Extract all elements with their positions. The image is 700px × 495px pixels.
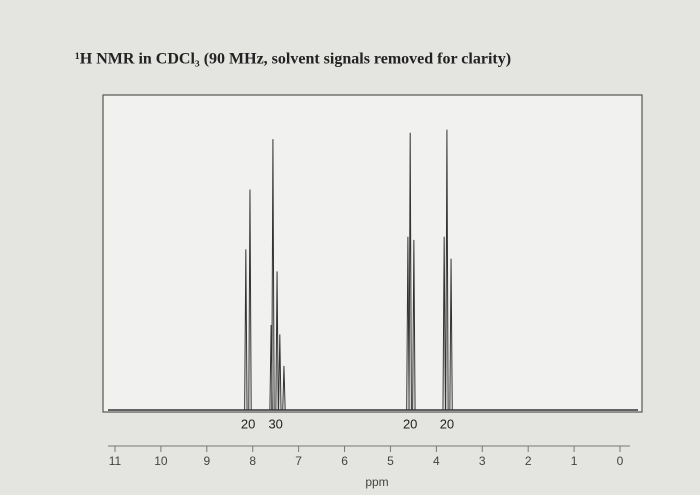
x-tick-label: 1 [571, 454, 578, 468]
peak [244, 249, 248, 411]
integral-label: 30 [268, 416, 282, 431]
peak [442, 236, 446, 411]
x-tick-label: 6 [341, 454, 348, 468]
x-tick-label: 3 [479, 454, 486, 468]
x-tick-label: 2 [525, 454, 532, 468]
x-tick-label: 10 [154, 454, 168, 468]
peak [445, 129, 449, 411]
integral-label: 20 [241, 416, 255, 431]
peak [408, 132, 412, 411]
chart-title: ¹H NMR in CDCl₃ (90 MHz, solvent signals… [75, 51, 511, 68]
integral-label: 20 [440, 416, 454, 431]
peak [282, 365, 286, 411]
x-axis-label: ppm [365, 475, 388, 489]
x-tick-label: 11 [109, 454, 122, 468]
plot-frame [102, 94, 643, 413]
x-tick-label: 8 [249, 454, 256, 468]
x-tick-label: 0 [617, 454, 624, 468]
integral-label: 20 [403, 416, 417, 431]
peak [278, 334, 282, 411]
peak [271, 139, 275, 411]
peak [412, 239, 416, 411]
peak [449, 258, 453, 411]
x-tick-label: 7 [295, 454, 302, 468]
x-tick-label: 5 [387, 454, 394, 468]
peak [406, 236, 410, 411]
x-tick-label: 9 [203, 454, 210, 468]
x-tick-label: 4 [433, 454, 440, 468]
peak [248, 189, 252, 411]
peak [275, 271, 279, 411]
